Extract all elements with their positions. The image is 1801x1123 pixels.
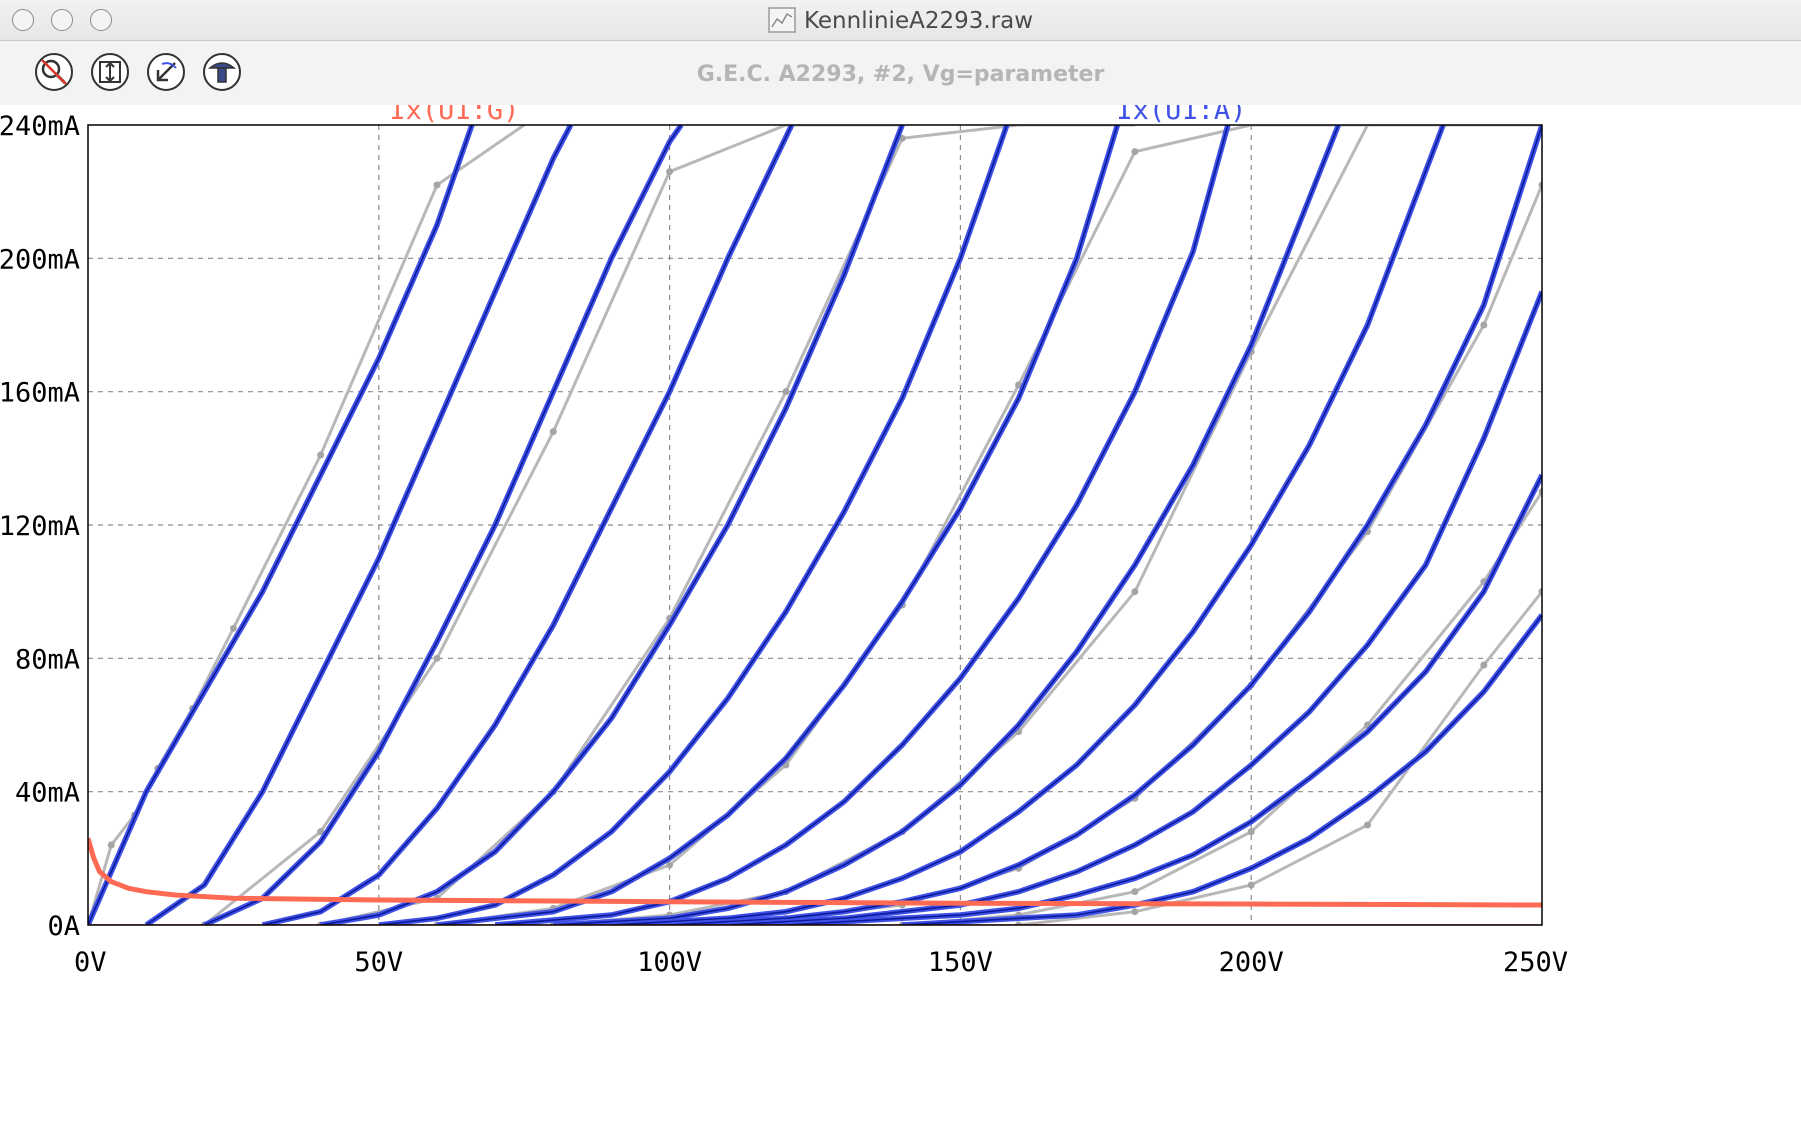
measured-point bbox=[433, 181, 441, 189]
measured-point bbox=[1015, 381, 1023, 389]
anode-curve-core bbox=[88, 125, 473, 925]
anode-curve-core bbox=[727, 291, 1542, 925]
measured-point bbox=[1131, 908, 1139, 916]
y-tick-label: 40mA bbox=[15, 778, 80, 809]
x-tick-label: 250V bbox=[1503, 947, 1568, 978]
window-title: KennlinieA2293.raw bbox=[0, 7, 1801, 34]
characteristic-plot[interactable]: 0V 50V 100V 150V 200V 250V 0A 40mA 80mA 120mA 160m… bbox=[0, 105, 1801, 1123]
zoom-back-icon[interactable] bbox=[146, 52, 186, 92]
y-tick-label: 160mA bbox=[0, 378, 80, 409]
measured-point bbox=[549, 428, 557, 436]
measured-point bbox=[1015, 921, 1023, 925]
grid-current-curve bbox=[88, 837, 1542, 908]
curves bbox=[88, 125, 1542, 925]
measured-point bbox=[1364, 821, 1372, 829]
close-window-button[interactable] bbox=[12, 9, 34, 31]
probe-icon[interactable] bbox=[202, 52, 242, 92]
y-tick-label: 240mA bbox=[0, 111, 80, 142]
y-tick-label: 120mA bbox=[0, 511, 80, 542]
anode-curve-core bbox=[262, 125, 793, 925]
anode-curve-core bbox=[378, 125, 1008, 925]
x-tick-label: 150V bbox=[928, 947, 993, 978]
anode-curve-core bbox=[611, 125, 1444, 925]
plot-title: G.E.C. A2293, #2, Vg=parameter bbox=[696, 62, 1105, 87]
measured-point bbox=[666, 168, 674, 176]
legend-grid-current: Ix(U1:G) bbox=[389, 105, 519, 126]
measured-point bbox=[1538, 488, 1542, 496]
measured-point bbox=[1538, 588, 1542, 596]
minimize-window-button[interactable] bbox=[51, 9, 73, 31]
measured-point bbox=[317, 451, 325, 459]
measured-point bbox=[107, 841, 115, 849]
plot-toolbar: G.E.C. A2293, #2, Vg=parameter bbox=[0, 41, 1801, 105]
measured-point bbox=[317, 828, 325, 836]
measured-point bbox=[433, 654, 441, 662]
measured-point bbox=[229, 624, 237, 632]
measured-point bbox=[666, 861, 674, 869]
measured-point bbox=[1480, 321, 1488, 329]
plot-background bbox=[0, 105, 1801, 1123]
x-tick-label: 0V bbox=[74, 947, 107, 978]
measured-point bbox=[1538, 181, 1542, 189]
y-tick-label: 0A bbox=[47, 911, 80, 942]
autorange-icon[interactable] bbox=[90, 52, 130, 92]
anode-curve-core bbox=[669, 125, 1542, 925]
zoom-off-icon[interactable] bbox=[34, 52, 74, 92]
anode-curve-core bbox=[203, 125, 682, 925]
measured-point bbox=[1480, 661, 1488, 669]
legend-anode-current: Ix(U1:A) bbox=[1116, 105, 1246, 126]
y-tick-label: 80mA bbox=[15, 644, 80, 675]
anode-curve-core bbox=[145, 125, 572, 925]
title-bar: KennlinieA2293.raw bbox=[0, 0, 1801, 41]
anode-curve-core bbox=[436, 125, 1119, 925]
x-tick-label: 200V bbox=[1219, 947, 1284, 978]
measured-point bbox=[782, 388, 790, 396]
measured-point bbox=[1131, 588, 1139, 596]
y-tick-label: 200mA bbox=[0, 244, 80, 275]
x-tick-label: 100V bbox=[637, 947, 702, 978]
measured-curve bbox=[1018, 590, 1542, 925]
plot-frame bbox=[87, 124, 1543, 926]
anode-curve-core bbox=[785, 474, 1542, 925]
measured-point bbox=[1131, 148, 1139, 156]
measured-point bbox=[1131, 888, 1139, 896]
anode-curve-core bbox=[553, 125, 1340, 925]
measured-point bbox=[1247, 828, 1255, 836]
legend: Ix(U1:G) Ix(U1:A) bbox=[389, 105, 1246, 126]
measured-point bbox=[1247, 881, 1255, 889]
window-title-text: KennlinieA2293.raw bbox=[803, 8, 1034, 34]
tick-labels: 0V 50V 100V 150V 200V 250V 0A 40mA 80mA 120mA 160m… bbox=[0, 111, 1568, 978]
zoom-window-button[interactable] bbox=[90, 9, 112, 31]
x-tick-label: 50V bbox=[354, 947, 403, 978]
waveform-document-icon bbox=[768, 7, 796, 33]
anode-curve-core bbox=[902, 614, 1542, 925]
